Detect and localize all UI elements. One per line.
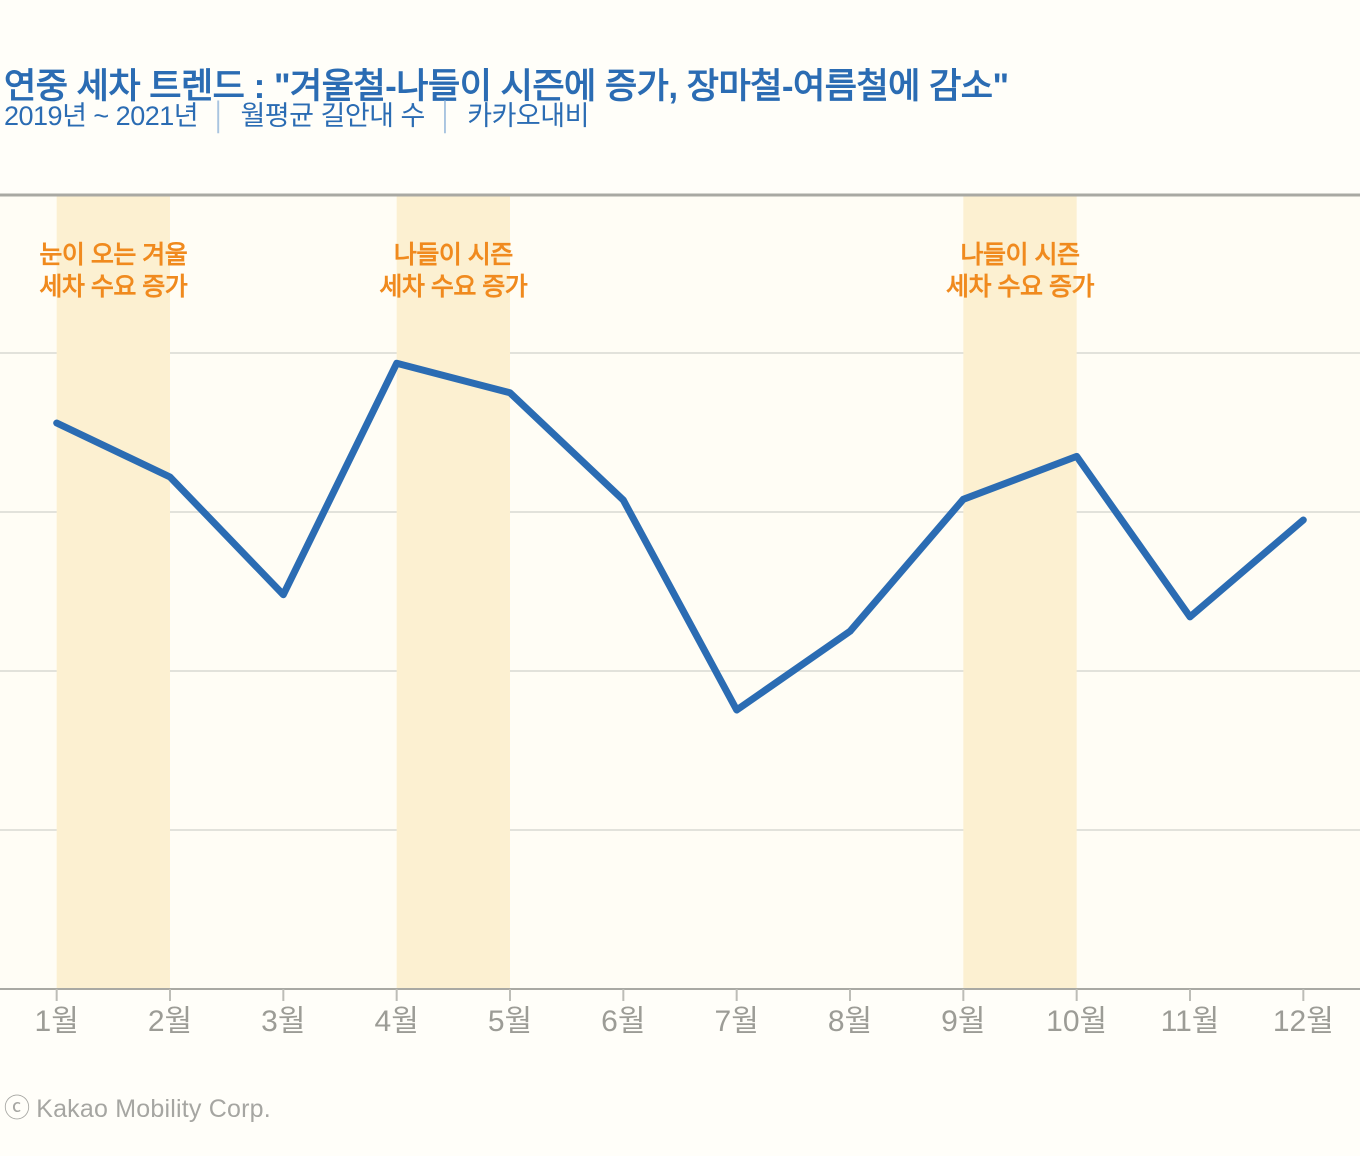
trend-line — [53, 359, 1307, 714]
x-tick-label: 12월 — [1273, 1005, 1334, 1038]
x-tick-label: 4월 — [375, 1005, 419, 1038]
copyright-icon: ⓒ — [4, 1093, 31, 1123]
x-tick-label: 7월 — [715, 1005, 759, 1038]
subtitle-metric: 월평균 길안내 수 — [240, 101, 425, 131]
chart-subtitle: 2019년 ~ 2021년 │ 월평균 길안내 수 │ 카카오내비 — [4, 98, 589, 134]
x-tick-label: 6월 — [601, 1005, 645, 1038]
plot-area — [0, 194, 1360, 989]
copyright: ⓒ Kakao Mobility Corp. — [4, 1088, 271, 1125]
subtitle-source: 카카오내비 — [467, 101, 589, 131]
subtitle-separator: │ — [437, 101, 455, 131]
annotation-outing-spring: 나들이 시즌 세차 수요 증가 — [379, 241, 528, 301]
highlight-band — [56, 196, 170, 988]
x-tick-label: 1월 — [35, 1005, 79, 1038]
annotation-outing-autumn: 나들이 시즌 세차 수요 증가 — [946, 241, 1094, 301]
subtitle-period: 2019년 ~ 2021년 — [4, 101, 199, 131]
subtitle-separator: │ — [211, 101, 228, 131]
x-tick-label: 3월 — [261, 1005, 305, 1038]
x-tick-label: 9월 — [941, 1005, 985, 1038]
copyright-text: Kakao Mobility Corp. — [36, 1095, 271, 1123]
x-tick-label: 11월 — [1161, 1005, 1220, 1038]
x-tick-label: 10월 — [1046, 1005, 1107, 1038]
highlight-band — [963, 196, 1077, 988]
page-title: 연중 세차 트렌드 : "겨울철-나들이 시즌에 증가, 장마철-여름철에 감소… — [4, 67, 1009, 107]
highlight-band — [396, 196, 510, 988]
x-tick-label: 5월 — [488, 1005, 532, 1038]
annotation-winter: 눈이 오는 겨울 세차 수요 증가 — [39, 241, 188, 301]
x-tick-label: 2월 — [148, 1005, 192, 1038]
x-tick-label: 8월 — [828, 1005, 872, 1038]
